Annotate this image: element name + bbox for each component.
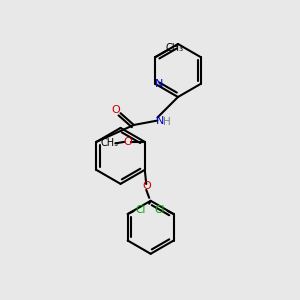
Text: O: O [112,105,121,115]
Text: H: H [163,117,171,127]
Text: Cl: Cl [136,205,146,214]
Text: CH₃: CH₃ [166,44,184,53]
Text: N: N [155,79,163,89]
Text: N: N [155,116,164,126]
Text: O: O [124,137,132,147]
Text: O: O [142,181,151,191]
Text: CH₃: CH₃ [100,138,118,148]
Text: Cl: Cl [154,205,165,214]
